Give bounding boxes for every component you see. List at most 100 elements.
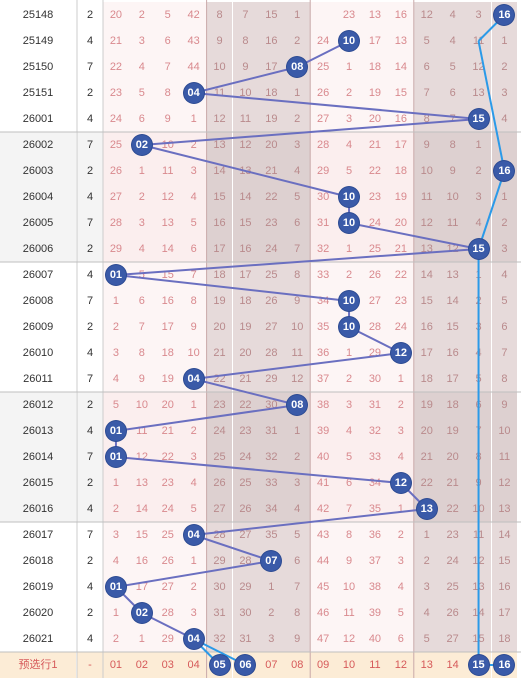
omission-cell: 37 — [310, 366, 337, 392]
omission-cell: 27 — [232, 522, 259, 548]
row-sum-value: 2 — [77, 470, 103, 496]
omission-cell: 1 — [180, 106, 207, 132]
omission-cell: 35 — [310, 314, 337, 340]
trend-line-segment — [115, 274, 350, 302]
omission-cell: 15 — [206, 184, 233, 210]
omission-cell: 39 — [310, 418, 337, 444]
omission-cell: 17 — [413, 340, 440, 366]
omission-cell: 11 — [336, 600, 362, 626]
omission-cell: 9 — [232, 54, 259, 80]
omission-cell: 26 — [103, 158, 129, 184]
omission-cell: 12 — [465, 54, 492, 80]
omission-cell: 2 — [465, 158, 492, 184]
omission-cell: 34 — [362, 470, 388, 496]
omission-cell: 30 — [206, 574, 233, 600]
omission-cell: 9 — [336, 548, 362, 574]
omission-cell: 16 — [258, 28, 285, 54]
prediction-number[interactable]: 02 — [128, 652, 155, 678]
prediction-number[interactable]: 13 — [413, 652, 440, 678]
omission-cell: 1 — [103, 600, 129, 626]
prediction-number[interactable]: 08 — [284, 652, 311, 678]
omission-cell: 6 — [154, 28, 181, 54]
omission-cell: 5 — [491, 288, 518, 314]
omission-cell: 26 — [232, 496, 259, 522]
omission-cell: 5 — [336, 444, 362, 470]
issue-number: 26016 — [0, 496, 76, 522]
omission-cell: 2 — [103, 314, 129, 340]
omission-cell: 4 — [284, 158, 311, 184]
omission-cell: 3 — [258, 626, 285, 652]
omission-cell: 5 — [336, 158, 362, 184]
omission-cell: 40 — [310, 444, 337, 470]
omission-cell: 28 — [258, 340, 285, 366]
drawn-number-ball: 04 — [183, 83, 204, 103]
omission-cell: 33 — [258, 470, 285, 496]
drawn-number-ball: 15 — [468, 239, 489, 259]
omission-cell: 8 — [232, 28, 259, 54]
drawn-number-ball: 01 — [105, 447, 126, 467]
omission-cell: 6 — [180, 236, 207, 262]
omission-cell: 18 — [154, 340, 181, 366]
omission-cell: 32 — [310, 236, 337, 262]
omission-cell: 5 — [413, 626, 440, 652]
omission-cell: 16 — [128, 548, 155, 574]
omission-cell: 2 — [103, 626, 129, 652]
omission-cell: 5 — [180, 496, 207, 522]
omission-cell: 22 — [413, 470, 440, 496]
omission-cell: 21 — [206, 340, 233, 366]
omission-cell: 7 — [154, 54, 181, 80]
row-sum-value: 4 — [77, 184, 103, 210]
omission-cell: 27 — [310, 106, 337, 132]
omission-cell: 4 — [491, 262, 518, 288]
omission-cell: 22 — [154, 444, 181, 470]
omission-cell: 9 — [413, 132, 440, 158]
omission-cell: 6 — [128, 106, 155, 132]
omission-cell: 9 — [180, 314, 207, 340]
issue-number: 25151 — [0, 80, 76, 106]
prediction-number[interactable]: 11 — [362, 652, 388, 678]
omission-cell: 20 — [439, 444, 466, 470]
row-sum-value: 7 — [77, 54, 103, 80]
omission-cell: 9 — [284, 288, 311, 314]
omission-cell: 1 — [336, 54, 362, 80]
prediction-number[interactable]: 10 — [336, 652, 362, 678]
omission-cell: 2 — [336, 80, 362, 106]
drawn-number-ball: 10 — [339, 291, 360, 311]
omission-cell: 13 — [154, 210, 181, 236]
issue-number: 26001 — [0, 106, 76, 132]
drawn-number-ball: 04 — [183, 369, 204, 389]
omission-cell: 10 — [232, 80, 259, 106]
row-sum-value: 7 — [77, 132, 103, 158]
issue-number: 26004 — [0, 184, 76, 210]
prediction-number[interactable]: 09 — [310, 652, 337, 678]
prediction-number[interactable]: 12 — [387, 652, 414, 678]
omission-cell: 14 — [128, 496, 155, 522]
omission-cell: 7 — [232, 2, 259, 28]
omission-cell: 22 — [232, 392, 259, 418]
omission-cell: 38 — [310, 392, 337, 418]
omission-cell: 6 — [284, 548, 311, 574]
issue-number: 26012 — [0, 392, 76, 418]
prediction-number[interactable]: 07 — [258, 652, 285, 678]
omission-cell: 15 — [491, 548, 518, 574]
omission-cell: 24 — [258, 236, 285, 262]
prediction-number[interactable]: 01 — [103, 652, 129, 678]
omission-cell: 31 — [258, 418, 285, 444]
issue-number: 26006 — [0, 236, 76, 262]
omission-cell: 38 — [362, 574, 388, 600]
omission-cell: 17 — [206, 236, 233, 262]
omission-cell: 18 — [232, 288, 259, 314]
omission-cell: 3 — [413, 574, 440, 600]
prediction-number[interactable]: 03 — [154, 652, 181, 678]
omission-cell: 23 — [439, 522, 466, 548]
omission-cell: 6 — [387, 626, 414, 652]
omission-cell: 5 — [413, 28, 440, 54]
omission-cell: 2 — [284, 106, 311, 132]
prediction-number[interactable]: 14 — [439, 652, 466, 678]
omission-cell: 20 — [387, 210, 414, 236]
omission-cell: 8 — [128, 340, 155, 366]
prediction-number[interactable]: 04 — [180, 652, 207, 678]
omission-cell: 5 — [439, 54, 466, 80]
issue-number: 26015 — [0, 470, 76, 496]
omission-cell: 1 — [128, 158, 155, 184]
